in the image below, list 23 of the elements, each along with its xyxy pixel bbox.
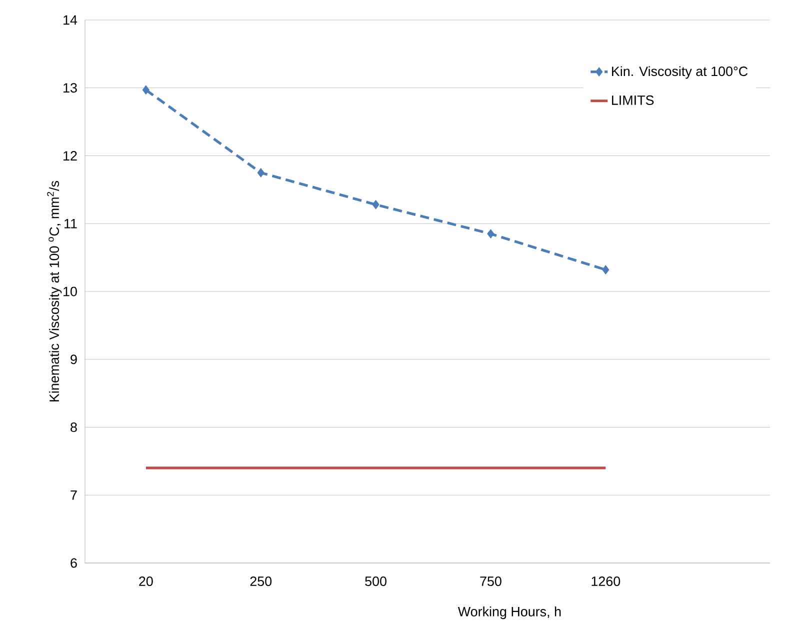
legend-label: Kin. Viscosity at 100°C [612,66,748,79]
point [372,200,380,210]
point [257,168,264,178]
y-tick-label: 8 [70,422,77,432]
x-axis-title: Working Hours, h [458,606,561,620]
x-tick-label: 500 [365,576,386,586]
y-tick-label: 12 [64,151,77,160]
y-axis-title: Kinematic Viscosity at 100 $^{o}$C, mm$^{2}$/s [47,180,62,402]
point [602,265,610,275]
x-tick-label: 250 [250,576,272,586]
x-tick-label: 1260 [592,576,620,586]
point [142,85,150,95]
y-tick-label: 10 [64,286,77,296]
y-tick-label: 6 [70,558,77,568]
y-tick-label: 14 [64,15,78,25]
x-tick-label: 750 [480,576,502,586]
point [487,229,494,239]
legend-label: LIMITS [612,95,654,105]
y-tick-label: 11 [64,219,77,228]
y-tick-label: 7 [70,490,77,500]
y-tick-label: 9 [70,354,77,364]
x-tick-label: 20 [139,576,153,586]
y-tick-label: 13 [64,83,77,93]
